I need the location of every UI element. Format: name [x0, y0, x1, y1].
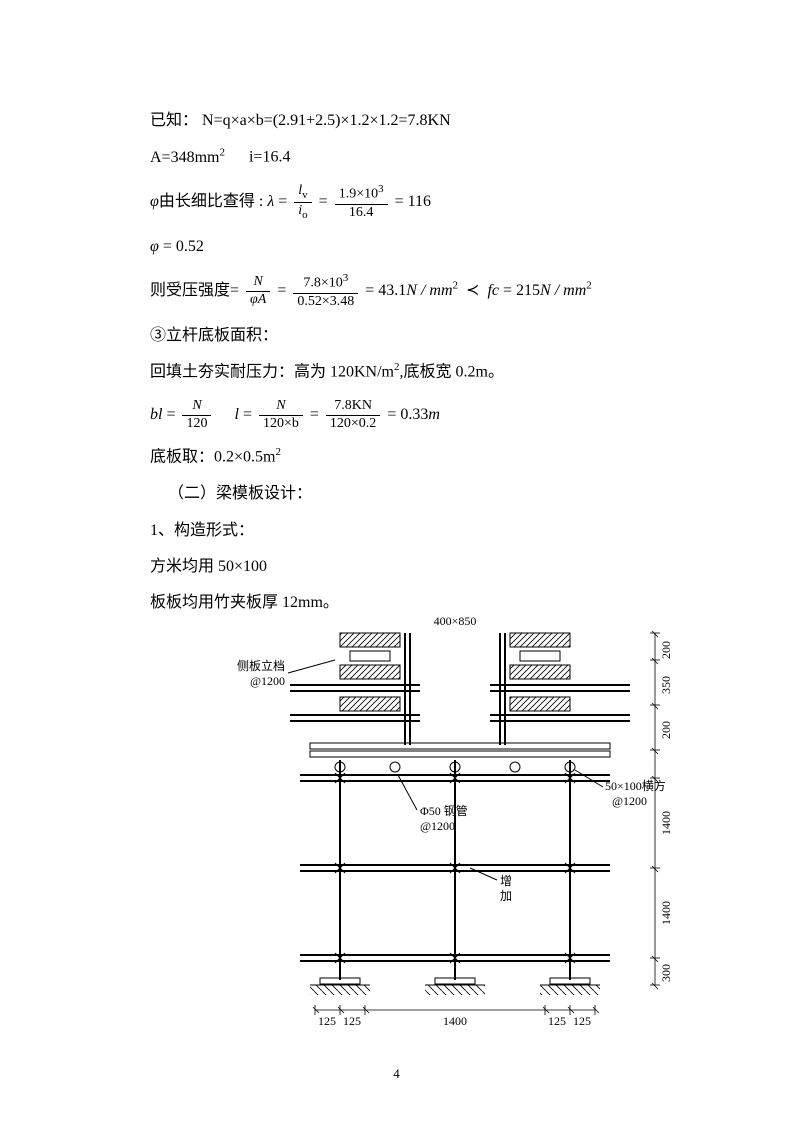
dim-200-2: 200	[659, 721, 673, 739]
frac-n-phia: N φA	[246, 274, 270, 309]
a-val: A=348mm2	[150, 149, 225, 166]
dim-1400-1: 1400	[659, 811, 673, 835]
dim-200-1: 200	[659, 641, 673, 659]
beam-top	[290, 633, 630, 757]
line-section-2: （二）梁模板设计：	[168, 479, 643, 509]
dim-125-4: 125	[573, 1014, 591, 1028]
phi-sym: φ	[150, 193, 159, 210]
side-stud-label-2: @1200	[250, 674, 285, 688]
line-base-take: 底板取：0.2×0.5m2	[150, 442, 643, 473]
frac-lv-io: lv io	[294, 183, 311, 222]
pipe-label-1: Φ50 钢管	[420, 803, 468, 818]
frac-bl: N 120	[182, 398, 211, 433]
i-val: i=16.4	[249, 149, 290, 166]
line-bl: bl = N 120 l = N 120×b = 7.8KN 120×0.2 =…	[150, 398, 643, 433]
dim-125-2: 125	[343, 1014, 361, 1028]
line-base-area-title: ③立杆底板面积：	[150, 321, 643, 351]
add-label-1: 增	[500, 874, 512, 888]
frac-lambda-num: 1.9×103 16.4	[335, 183, 388, 221]
frac-l2: 7.8KN 120×0.2	[326, 398, 380, 433]
right-label-2: @1200	[612, 794, 647, 808]
lambda-pre: 由长细比查得 :	[159, 193, 263, 210]
top-dim-label: 400×850	[434, 615, 477, 628]
frac-l: N 120×b	[259, 398, 303, 433]
line-phi: φ = 0.52	[150, 232, 643, 262]
pipe-label-2: @1200	[420, 819, 455, 833]
dim-125-3: 125	[548, 1014, 566, 1028]
dim-125-1: 125	[318, 1014, 336, 1028]
lambda-sym: λ	[267, 193, 274, 210]
side-stud-label-1: 侧板立档	[237, 658, 285, 673]
dim-300: 300	[659, 964, 673, 982]
line-backfill: 回填土夯实耐压力：高为 120KN/m2,底板宽 0.2m。	[150, 357, 643, 388]
dim-1400-bottom: 1400	[443, 1014, 467, 1028]
page-number: 4	[0, 1066, 793, 1082]
known-label: 已知：	[150, 112, 198, 129]
stress-pre: 则受压强度=	[150, 282, 239, 299]
frac-stress-val: 7.8×103 0.52×3.48	[293, 272, 358, 310]
line-lambda: φ由长细比查得 : λ = lv io = 1.9×103 16.4 = 116	[150, 183, 643, 222]
beam-formwork-diagram: 400×850	[210, 615, 710, 1035]
dim-1400-2: 1400	[659, 901, 673, 925]
dim-350: 350	[659, 676, 673, 694]
known-eq: N=q×a×b=(2.91+2.5)×1.2×1.2=7.8KN	[202, 112, 451, 129]
line-a-i: A=348mm2 i=16.4	[150, 142, 643, 173]
line-construct: 1、构造形式：	[150, 516, 643, 546]
scaffold	[300, 760, 610, 995]
line-known: 已知： N=q×a×b=(2.91+2.5)×1.2×1.2=7.8KN	[150, 106, 643, 136]
line-stress: 则受压强度= N φA = 7.8×103 0.52×3.48 = 43.1N …	[150, 272, 643, 310]
line-50x100: 方米均用 50×100	[150, 552, 643, 582]
document-page: 已知： N=q×a×b=(2.91+2.5)×1.2×1.2=7.8KN A=3…	[0, 0, 793, 1075]
add-label-2: 加	[500, 889, 512, 903]
lambda-result: = 116	[395, 193, 431, 210]
